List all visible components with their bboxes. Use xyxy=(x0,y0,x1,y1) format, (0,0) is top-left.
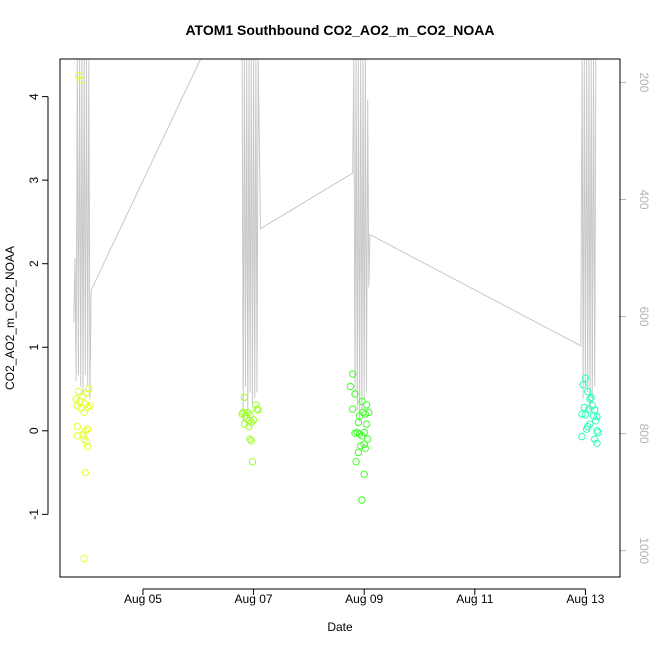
data-point xyxy=(246,435,254,443)
data-point xyxy=(247,418,256,427)
data-point xyxy=(249,416,258,424)
data-point xyxy=(254,406,262,414)
y-axis-label: CO2_AO2_m_CO2_NOAA xyxy=(3,246,17,390)
data-point xyxy=(73,422,82,431)
data-point xyxy=(360,440,368,448)
data-point xyxy=(77,76,85,84)
data-points xyxy=(72,72,602,563)
data-point xyxy=(594,428,602,437)
data-point xyxy=(247,437,256,445)
data-point xyxy=(84,403,92,412)
data-point xyxy=(253,405,261,413)
data-point xyxy=(578,432,586,441)
data-point xyxy=(358,496,366,504)
data-point xyxy=(586,395,594,403)
data-point xyxy=(365,408,373,417)
secondary-trace-line xyxy=(73,58,597,422)
x-tick-label: Aug 09 xyxy=(345,592,383,606)
data-point xyxy=(584,387,592,396)
right-tick-label: 600 xyxy=(637,306,650,326)
data-point xyxy=(580,403,588,412)
data-point xyxy=(354,418,363,427)
data-point xyxy=(82,438,91,446)
data-point xyxy=(85,385,93,393)
data-point xyxy=(592,417,600,425)
y-tick-label: 4 xyxy=(27,93,41,100)
data-point xyxy=(81,468,90,477)
data-point xyxy=(360,470,368,478)
data-point xyxy=(74,72,83,80)
x-tick-label: Aug 13 xyxy=(566,592,604,606)
y-tick-label: 1 xyxy=(27,344,41,351)
data-point xyxy=(585,405,593,413)
data-point xyxy=(362,420,371,428)
x-tick-label: Aug 05 xyxy=(124,592,162,606)
y-tick-label: 2 xyxy=(27,260,41,267)
data-point xyxy=(578,410,586,418)
data-point xyxy=(74,387,83,396)
data-point xyxy=(591,435,599,443)
data-point xyxy=(351,390,359,398)
data-point xyxy=(346,382,355,391)
data-point xyxy=(593,439,601,447)
x-axis-label: Date xyxy=(327,620,353,634)
data-point xyxy=(248,458,257,466)
data-point xyxy=(593,427,601,435)
data-point xyxy=(593,412,601,421)
data-point xyxy=(364,435,372,443)
y-tick-label: 3 xyxy=(27,176,41,183)
data-point xyxy=(79,431,87,439)
data-point xyxy=(354,448,363,457)
x-tick-label: Aug 11 xyxy=(456,592,493,606)
data-point xyxy=(349,370,357,378)
data-point xyxy=(245,422,253,431)
data-point xyxy=(80,554,88,563)
data-point xyxy=(355,430,364,438)
data-point xyxy=(73,432,82,440)
data-point xyxy=(246,411,254,419)
data-point xyxy=(84,443,92,451)
data-point xyxy=(581,411,590,419)
data-point xyxy=(587,393,595,402)
y-tick-label: -1 xyxy=(27,509,41,520)
right-tick-label: 1000 xyxy=(637,537,650,564)
data-point xyxy=(361,410,369,418)
data-point xyxy=(240,393,249,402)
secondary-trace xyxy=(73,58,597,422)
axes: -1 0 1 2 3 4 Aug 05 Aug 07 Aug 09 Aug 11 Aug 13 200… xyxy=(27,72,650,606)
data-point xyxy=(84,425,92,433)
data-point xyxy=(579,381,587,389)
data-point xyxy=(349,405,357,413)
data-point xyxy=(582,425,591,433)
data-point xyxy=(352,458,360,466)
y-tick-label: 0 xyxy=(27,427,41,434)
plot-frame xyxy=(59,58,621,578)
right-tick-label: 400 xyxy=(637,189,650,209)
data-point xyxy=(586,420,594,428)
x-tick-label: Aug 07 xyxy=(235,592,273,606)
data-point xyxy=(80,435,88,443)
right-tick-label: 800 xyxy=(637,424,650,444)
data-point xyxy=(361,444,369,452)
data-point xyxy=(581,374,590,382)
chart-title: ATOM1 Southbound CO2_AO2_m_CO2_NOAA xyxy=(185,22,494,38)
data-point xyxy=(80,408,88,417)
data-point xyxy=(359,408,367,417)
data-point xyxy=(360,428,368,437)
right-tick-label: 200 xyxy=(637,72,650,92)
data-point xyxy=(82,389,91,397)
data-point xyxy=(244,408,252,417)
data-point xyxy=(362,401,371,409)
data-point xyxy=(86,402,94,410)
